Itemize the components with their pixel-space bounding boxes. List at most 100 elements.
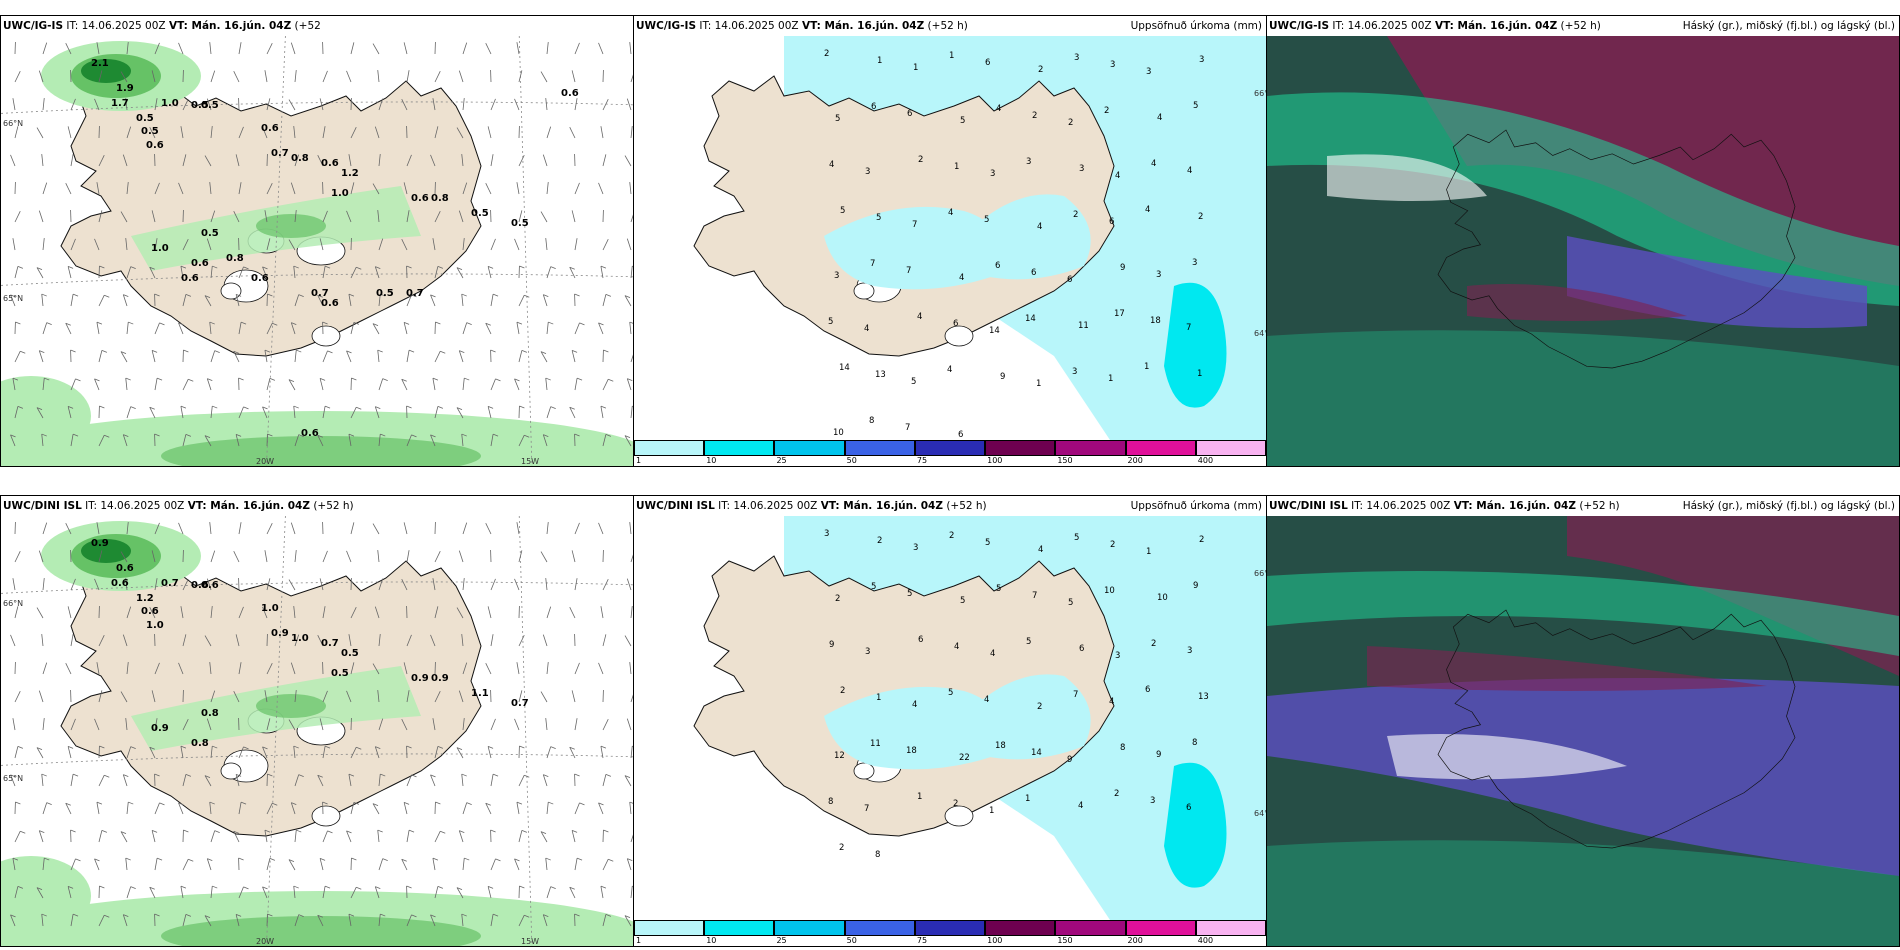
lon-label: 15W	[521, 937, 539, 946]
precip-value: 4	[917, 312, 922, 322]
precip-value: 10	[1157, 593, 1168, 603]
precip-value: 3	[1199, 55, 1204, 65]
gust-value: 0.9	[411, 673, 429, 684]
precip-value: 1	[913, 63, 918, 73]
precip-colorbar: 1 10 25 50 75 100 150 200 400	[634, 920, 1266, 946]
precip-value: 7	[1073, 690, 1078, 700]
precip-value: 6	[958, 430, 963, 440]
precip-value: 4	[912, 700, 917, 710]
colorbar-swatch	[985, 440, 1056, 456]
gust-value: 0.6	[141, 606, 159, 617]
precip-value: 3	[1072, 367, 1077, 377]
colorbar-label: 75	[916, 936, 928, 945]
colorbar-label: 1	[636, 936, 642, 945]
precip-value: 1	[1036, 379, 1041, 389]
precip-value: 1	[949, 51, 954, 61]
panel-gust-igis: UWC/IG-IS IT: 14.06.2025 00Z VT: Mán. 16…	[0, 15, 634, 467]
colorbar-label: 10	[706, 936, 717, 945]
model-name: UWC/IG-IS	[1269, 20, 1330, 32]
precip-value: 1	[917, 792, 922, 802]
model-name: UWC/IG-IS	[3, 20, 64, 32]
precip-value: 1	[989, 806, 994, 816]
cloud-map	[1267, 36, 1899, 466]
precip-value: 3	[1150, 796, 1155, 806]
precip-value: 3	[1156, 270, 1161, 280]
precip-max	[1164, 762, 1227, 888]
valid-time: VT: Mán. 16.jún. 04Z	[1453, 500, 1576, 512]
precip-value: 4	[1145, 205, 1150, 215]
init-time: IT: 14.06.2025 00Z	[66, 20, 166, 32]
precip-value: 1	[954, 162, 959, 172]
cloud-layers	[1267, 516, 1899, 946]
valid-time: VT: Mán. 16.jún. 04Z	[168, 20, 292, 32]
gust-value: 0.6	[261, 123, 279, 134]
precip-value: 2	[1198, 212, 1203, 222]
model-name: UWC/DINI ISL	[1269, 500, 1348, 512]
precip-value: 2	[1104, 106, 1109, 116]
gust-value: 0.9	[151, 723, 169, 734]
precip-map: 3232545212255557510109936445632321454274…	[634, 516, 1266, 926]
precip-value: 6	[985, 58, 990, 68]
gust-value: 1.2	[136, 593, 154, 604]
precip-value: 5	[996, 584, 1001, 594]
gust-value: 0.5	[511, 218, 529, 229]
gust-value: 1.0	[261, 603, 279, 614]
precip-value: 18	[906, 746, 917, 756]
gust-value: 0.5	[341, 648, 359, 659]
gust-value: 0.8	[226, 253, 244, 264]
precip-value: 2	[835, 594, 840, 604]
gust-value: 0.6	[111, 578, 129, 589]
panel-field-title: Háský (gr.), miðský (fj.bl.) og lágský (…	[1682, 500, 1895, 512]
gust-value: 0.6	[181, 273, 199, 284]
colorbar-swatch	[1125, 440, 1196, 456]
glacier	[220, 762, 242, 780]
panel-field-title: Háský (gr.), miðský (fj.bl.) og lágský (…	[1682, 20, 1895, 32]
gust-value: 0.7	[161, 578, 179, 589]
gust-value: 0.6	[321, 298, 339, 309]
model-name: UWC/DINI ISL	[636, 500, 715, 512]
gust-value: 1.0	[291, 633, 309, 644]
gust-value: 1.0	[161, 98, 179, 109]
precip-value: 10	[833, 428, 844, 438]
colorbar-swatch	[1125, 920, 1196, 936]
precip-value: 2	[1068, 118, 1073, 128]
precip-value: 3	[865, 647, 870, 657]
gust-value: 0.5	[331, 668, 349, 679]
precip-value: 1	[876, 693, 881, 703]
precip-value: 3	[1074, 53, 1079, 63]
precip-value: 9	[1000, 372, 1005, 382]
precip-value: 2	[1037, 702, 1042, 712]
colorbar-swatch	[704, 440, 775, 456]
iceland-outline	[1437, 129, 1796, 369]
precip-value: 12	[834, 751, 845, 761]
precip-value: 3	[865, 167, 870, 177]
gust-shading	[1, 521, 633, 946]
colorbar-label: 200	[1127, 936, 1143, 945]
precip-value: 4	[984, 695, 989, 705]
precip-value: 4	[1157, 113, 1162, 123]
valid-time: VT: Mán. 16.jún. 04Z	[1434, 20, 1558, 32]
precip-value: 2	[949, 531, 954, 541]
valid-time: VT: Mán. 16.jún. 04Z	[801, 20, 925, 32]
precip-value: 9	[1120, 263, 1125, 273]
precip-value: 5	[948, 688, 953, 698]
lat-label: 65°N	[3, 294, 23, 303]
lead-time: (+52 h)	[313, 500, 354, 512]
panel-cloud-igis: UWC/IG-IS IT: 14.06.2025 00Z VT: Mán. 16…	[1266, 15, 1900, 467]
panel-gust-dini: UWC/DINI ISL IT: 14.06.2025 00Z VT: Mán.…	[0, 495, 634, 947]
gust-value: 0.7	[321, 638, 339, 649]
gust-value: 0.6	[411, 193, 429, 204]
precip-value: 7	[870, 259, 875, 269]
panel-header: UWC/DINI ISL IT: 14.06.2025 00Z VT: Mán.…	[634, 496, 1266, 516]
lead-time: (+52 h)	[1579, 500, 1620, 512]
precip-value: 6	[871, 102, 876, 112]
model-name: UWC/DINI ISL	[3, 500, 82, 512]
precip-value: 6	[1186, 803, 1191, 813]
precip-value: 7	[864, 804, 869, 814]
gust-value: 0.5	[191, 100, 209, 111]
gust-value: 0.6	[191, 580, 209, 591]
colorbar-swatch	[1055, 920, 1126, 936]
gust-map: 2.11.91.7 1.0 0.50.50.50.50.60.60.7 0.8 0.61…	[1, 36, 633, 466]
precip-value: 9	[829, 640, 834, 650]
gust-value: 0.5	[471, 208, 489, 219]
